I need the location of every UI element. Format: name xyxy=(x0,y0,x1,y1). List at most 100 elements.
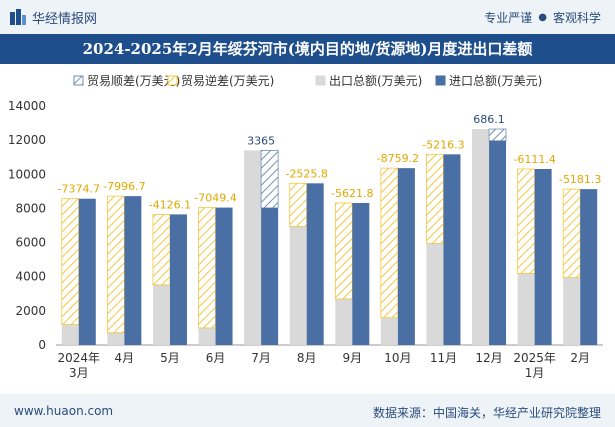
x-tick-label: 9月 xyxy=(342,351,362,365)
deficit-bar[interactable] xyxy=(426,153,444,244)
import-bar[interactable] xyxy=(78,198,96,345)
y-tick-label: 14000 xyxy=(8,99,46,113)
legend: 贸易顺差(万美元) 贸易逆差(万美元) 出口总额(万美元) 进口总额(万美元) xyxy=(73,73,542,88)
x-axis: 2024年 3月 4月 5月 6月 7月 8月 9月 10月 11月 12月 2025年 1月 2月 xyxy=(58,351,591,380)
x-tick-label: 2月 xyxy=(570,351,590,365)
legend-surplus-label: 贸易顺差(万美元) xyxy=(87,74,180,88)
import-bar[interactable] xyxy=(215,207,233,345)
import-bar[interactable] xyxy=(580,189,598,345)
deficit-bar[interactable] xyxy=(289,182,308,227)
title-bar: 2024-2025年2月年绥芬河市(境内目的地/货源地)月度进出口差额 xyxy=(0,34,615,64)
export-bar[interactable] xyxy=(426,243,444,345)
import-bar[interactable] xyxy=(261,207,279,345)
balance-data-label: -7049.4 xyxy=(194,192,236,205)
x-tick-label: 2025年 1月 xyxy=(513,351,556,380)
y-tick-label: 0 xyxy=(38,338,46,352)
legend-deficit-swatch xyxy=(167,75,178,86)
deficit-bar[interactable] xyxy=(152,214,171,286)
legend-import-label: 进口总额(万美元) xyxy=(449,74,542,88)
legend-import-swatch xyxy=(435,75,446,86)
balance-data-label: -2525.8 xyxy=(285,167,327,180)
import-bar[interactable] xyxy=(397,168,415,345)
deficit-bar[interactable] xyxy=(106,195,125,334)
deficit-bar[interactable] xyxy=(562,188,581,278)
x-tick-label: 4月 xyxy=(115,351,135,365)
bars: -7374.7 -7996.7-4126.1-7049.43365-2525.8-… xyxy=(58,113,601,345)
balance-data-label: -6111.4 xyxy=(513,153,555,166)
header-bar: 华经情报网 专业严谨 ● 客观科学 xyxy=(0,0,615,34)
export-bar[interactable] xyxy=(289,226,307,345)
balance-data-label: -7374.7 xyxy=(58,183,100,196)
tag-separator: ● xyxy=(538,12,547,23)
balance-data-label: -4126.1 xyxy=(149,198,191,211)
x-tick-label: 11月 xyxy=(430,351,457,365)
y-tick-label: 8000 xyxy=(15,201,46,215)
header-tags: 专业严谨 ● 客观科学 xyxy=(484,9,601,26)
legend-export[interactable]: 出口总额(万美元) xyxy=(315,74,422,88)
footer: www.huaon.com 数据来源：中国海关，华经产业研究院整理 xyxy=(0,396,615,427)
chart-area: 贸易顺差(万美元) 贸易逆差(万美元) 出口总额(万美元) 进口总额(万美元) 0 20… xyxy=(0,64,615,394)
deficit-bar[interactable] xyxy=(334,202,353,300)
export-bar[interactable] xyxy=(472,129,490,345)
legend-surplus[interactable]: 贸易顺差(万美元) xyxy=(73,74,180,88)
legend-deficit-label: 贸易逆差(万美元) xyxy=(181,73,274,88)
y-tick-label: 12000 xyxy=(8,133,46,147)
balance-data-label: -8759.2 xyxy=(377,152,419,165)
logo-text: 华经情报网 xyxy=(32,11,98,27)
balance-data-label: 3365 xyxy=(247,134,275,147)
x-tick-label: 10月 xyxy=(384,351,411,365)
y-tick-label: 2000 xyxy=(15,304,46,318)
x-tick-label: 5月 xyxy=(160,351,180,365)
x-tick-label: 2024年 3月 xyxy=(58,351,101,380)
tag-objective: 客观科学 xyxy=(552,11,601,25)
export-bar[interactable] xyxy=(152,284,170,345)
legend-import[interactable]: 进口总额(万美元) xyxy=(435,74,542,88)
import-bar[interactable] xyxy=(306,183,324,345)
chart-svg: 贸易顺差(万美元) 贸易逆差(万美元) 出口总额(万美元) 进口总额(万美元) 0 20… xyxy=(8,73,603,380)
bar-chart-logo-icon xyxy=(10,9,26,25)
import-bar[interactable] xyxy=(443,154,461,345)
logo[interactable]: 华经情报网 xyxy=(10,8,98,27)
import-bar[interactable] xyxy=(124,196,142,345)
deficit-bar[interactable] xyxy=(517,168,536,274)
legend-export-swatch xyxy=(315,75,326,86)
data-source: 数据来源：中国海关，华经产业研究院整理 xyxy=(372,406,601,420)
surplus-bar[interactable] xyxy=(260,149,279,209)
deficit-bar[interactable] xyxy=(198,207,216,329)
legend-export-label: 出口总额(万美元) xyxy=(329,74,422,88)
deficit-bar[interactable] xyxy=(61,198,80,325)
chart-title: 2024-2025年2月年绥芬河市(境内目的地/货源地)月度进出口差额 xyxy=(82,40,533,58)
export-bar[interactable] xyxy=(244,150,262,345)
deficit-bar[interactable] xyxy=(380,167,399,319)
export-bar[interactable] xyxy=(107,332,125,345)
import-bar[interactable] xyxy=(352,202,370,345)
website-link[interactable]: www.huaon.com xyxy=(14,404,114,418)
balance-data-label: 686.1 xyxy=(473,113,505,126)
y-tick-label: 6000 xyxy=(15,236,46,250)
legend-deficit[interactable]: 贸易逆差(万美元) xyxy=(167,73,274,88)
y-tick-label: 4000 xyxy=(15,270,46,284)
export-bar[interactable] xyxy=(563,277,581,345)
x-tick-label: 12月 xyxy=(475,351,502,365)
export-bar[interactable] xyxy=(198,327,216,345)
x-tick-label: 8月 xyxy=(297,351,317,365)
y-axis: 0 2000 4000 6000 8000 10000 12000 14000 xyxy=(8,99,603,352)
export-bar[interactable] xyxy=(61,324,79,345)
balance-data-label: -5216.3 xyxy=(422,138,464,151)
export-bar[interactable] xyxy=(335,298,353,345)
surplus-bar[interactable] xyxy=(488,128,507,142)
import-bar[interactable] xyxy=(169,214,187,345)
x-tick-label: 6月 xyxy=(206,351,226,365)
x-tick-label: 7月 xyxy=(251,351,271,365)
import-bar[interactable] xyxy=(489,140,507,345)
y-tick-label: 10000 xyxy=(8,167,46,181)
legend-surplus-swatch xyxy=(73,75,84,86)
tag-professional: 专业严谨 xyxy=(484,11,533,25)
balance-data-label: -7996.7 xyxy=(103,180,145,193)
export-bar[interactable] xyxy=(517,273,535,345)
import-bar[interactable] xyxy=(534,168,552,345)
export-bar[interactable] xyxy=(380,317,398,345)
balance-data-label: -5181.3 xyxy=(559,173,601,186)
balance-data-label: -5621.8 xyxy=(331,187,373,200)
